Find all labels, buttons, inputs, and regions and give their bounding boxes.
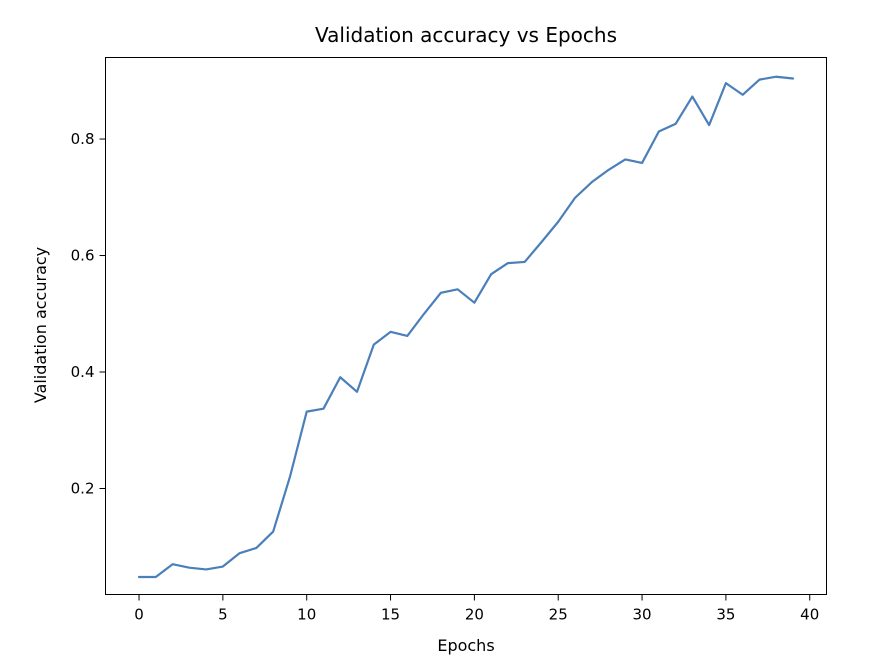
series-group xyxy=(137,75,795,579)
x-tick-label: 30 xyxy=(633,606,652,624)
x-tick-label: 20 xyxy=(465,606,484,624)
x-axis-ticks: 0 5 10 15 20 25 30 35 40 xyxy=(134,594,819,624)
y-tick-label: 0.8 xyxy=(71,130,95,148)
x-tick-label: 35 xyxy=(716,606,735,624)
y-tick-label: 0.4 xyxy=(71,363,95,381)
y-axis-ticks: 0.2 0.4 0.6 0.8 xyxy=(71,130,106,497)
plot-frame xyxy=(105,57,827,595)
x-tick-label: 5 xyxy=(218,606,228,624)
x-tick-label: 0 xyxy=(134,606,144,624)
x-axis-label: Epochs xyxy=(437,636,494,655)
chart-title: Validation accuracy vs Epochs xyxy=(315,23,617,47)
series-line xyxy=(137,75,795,579)
x-tick-label: 40 xyxy=(800,606,819,624)
x-tick-label: 10 xyxy=(297,606,316,624)
y-tick-label: 0.6 xyxy=(71,247,95,265)
y-axis-label: Validation accuracy xyxy=(31,247,50,403)
y-tick-label: 0.2 xyxy=(71,479,95,497)
x-tick-label: 15 xyxy=(381,606,400,624)
x-tick-label: 25 xyxy=(549,606,568,624)
